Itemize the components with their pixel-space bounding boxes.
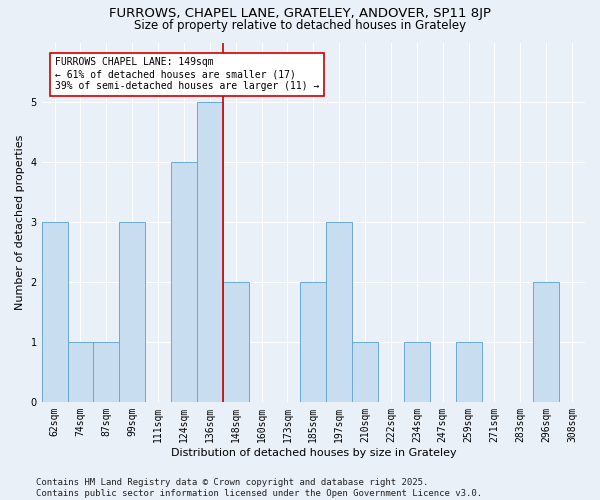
Bar — [223, 282, 248, 402]
Bar — [533, 282, 559, 402]
Bar — [352, 342, 378, 402]
Text: Size of property relative to detached houses in Grateley: Size of property relative to detached ho… — [134, 19, 466, 32]
Bar — [455, 342, 482, 402]
Bar — [41, 222, 68, 402]
Bar — [197, 102, 223, 402]
Y-axis label: Number of detached properties: Number of detached properties — [15, 134, 25, 310]
X-axis label: Distribution of detached houses by size in Grateley: Distribution of detached houses by size … — [170, 448, 456, 458]
Text: Contains HM Land Registry data © Crown copyright and database right 2025.
Contai: Contains HM Land Registry data © Crown c… — [36, 478, 482, 498]
Bar — [94, 342, 119, 402]
Text: FURROWS, CHAPEL LANE, GRATELEY, ANDOVER, SP11 8JP: FURROWS, CHAPEL LANE, GRATELEY, ANDOVER,… — [109, 8, 491, 20]
Bar — [68, 342, 94, 402]
Text: FURROWS CHAPEL LANE: 149sqm
← 61% of detached houses are smaller (17)
39% of sem: FURROWS CHAPEL LANE: 149sqm ← 61% of det… — [55, 58, 319, 90]
Bar — [326, 222, 352, 402]
Bar — [301, 282, 326, 402]
Bar — [404, 342, 430, 402]
Bar — [171, 162, 197, 402]
Bar — [119, 222, 145, 402]
